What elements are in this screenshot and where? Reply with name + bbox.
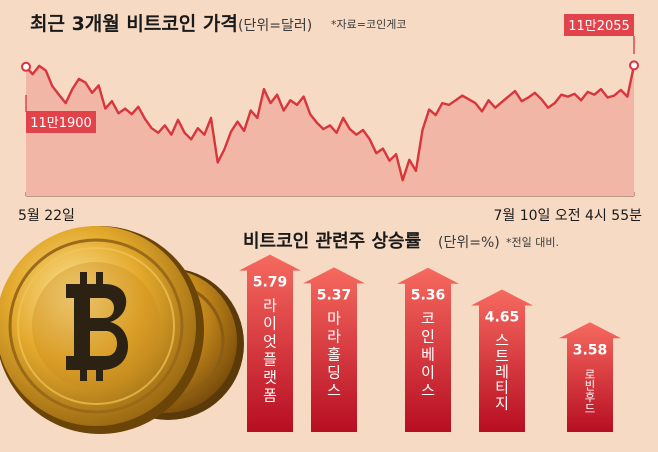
price-source-note: *자료=코인게코 <box>331 18 406 31</box>
bitcoin-symbol-icon <box>66 272 128 381</box>
arrow-value-label: 4.65 <box>485 310 520 326</box>
bitcoin-coin-illustration <box>0 226 244 434</box>
start-value-label: 11만1900 <box>30 116 92 131</box>
price-area <box>26 65 634 197</box>
price-x-end-label: 7월 10일 오전 4시 55분 <box>493 208 642 224</box>
arrow-value-label: 5.37 <box>317 287 352 303</box>
arrow-bar <box>471 289 533 432</box>
arrow-1: 5.79 라 이 엇 플 랫 폼 <box>239 254 301 432</box>
end-value-callout: 11만2055 <box>564 14 635 54</box>
end-value-label: 11만2055 <box>568 19 630 34</box>
price-unit-note: (단위=달러) <box>238 18 312 34</box>
arrow-2: 5.37 마 라 홀 딩 스 <box>303 267 365 432</box>
arrow-3: 5.36 코 인 베 이 스 <box>397 267 459 432</box>
arrow-bar <box>239 254 301 432</box>
arrow-bar <box>303 267 365 432</box>
price-start-point <box>21 61 31 72</box>
arrow-bar <box>397 267 459 432</box>
price-line <box>25 64 636 182</box>
arrow-4: 4.65 스 트 레 티 지 <box>471 289 533 432</box>
arrow-value-label: 3.58 <box>573 342 608 358</box>
arrow-bar <box>559 322 621 432</box>
arrow-value-label: 5.36 <box>411 288 446 304</box>
arrow-value-label: 5.79 <box>253 275 288 291</box>
stocks-unit-note: (단위=%) <box>438 235 500 251</box>
stocks-note: *전일 대비. <box>506 235 559 249</box>
stocks-arrows: 5.79 라 이 엇 플 랫 폼 5.37 마 라 홀 딩 스 5.36 코 인 베 이 스 4.65 스 트 레 티 지 3.5… <box>239 254 621 432</box>
stocks-chart-title: 비트코인 관련주 상승률 <box>243 231 421 252</box>
price-chart-title: 최근 3개월 비트코인 가격 <box>30 13 238 35</box>
price-end-point <box>629 60 639 71</box>
arrow-5: 3.58 로 빈 후 드 <box>559 322 621 432</box>
start-value-callout: 11만1900 <box>25 95 96 133</box>
price-x-start-label: 5월 22일 <box>18 208 75 224</box>
